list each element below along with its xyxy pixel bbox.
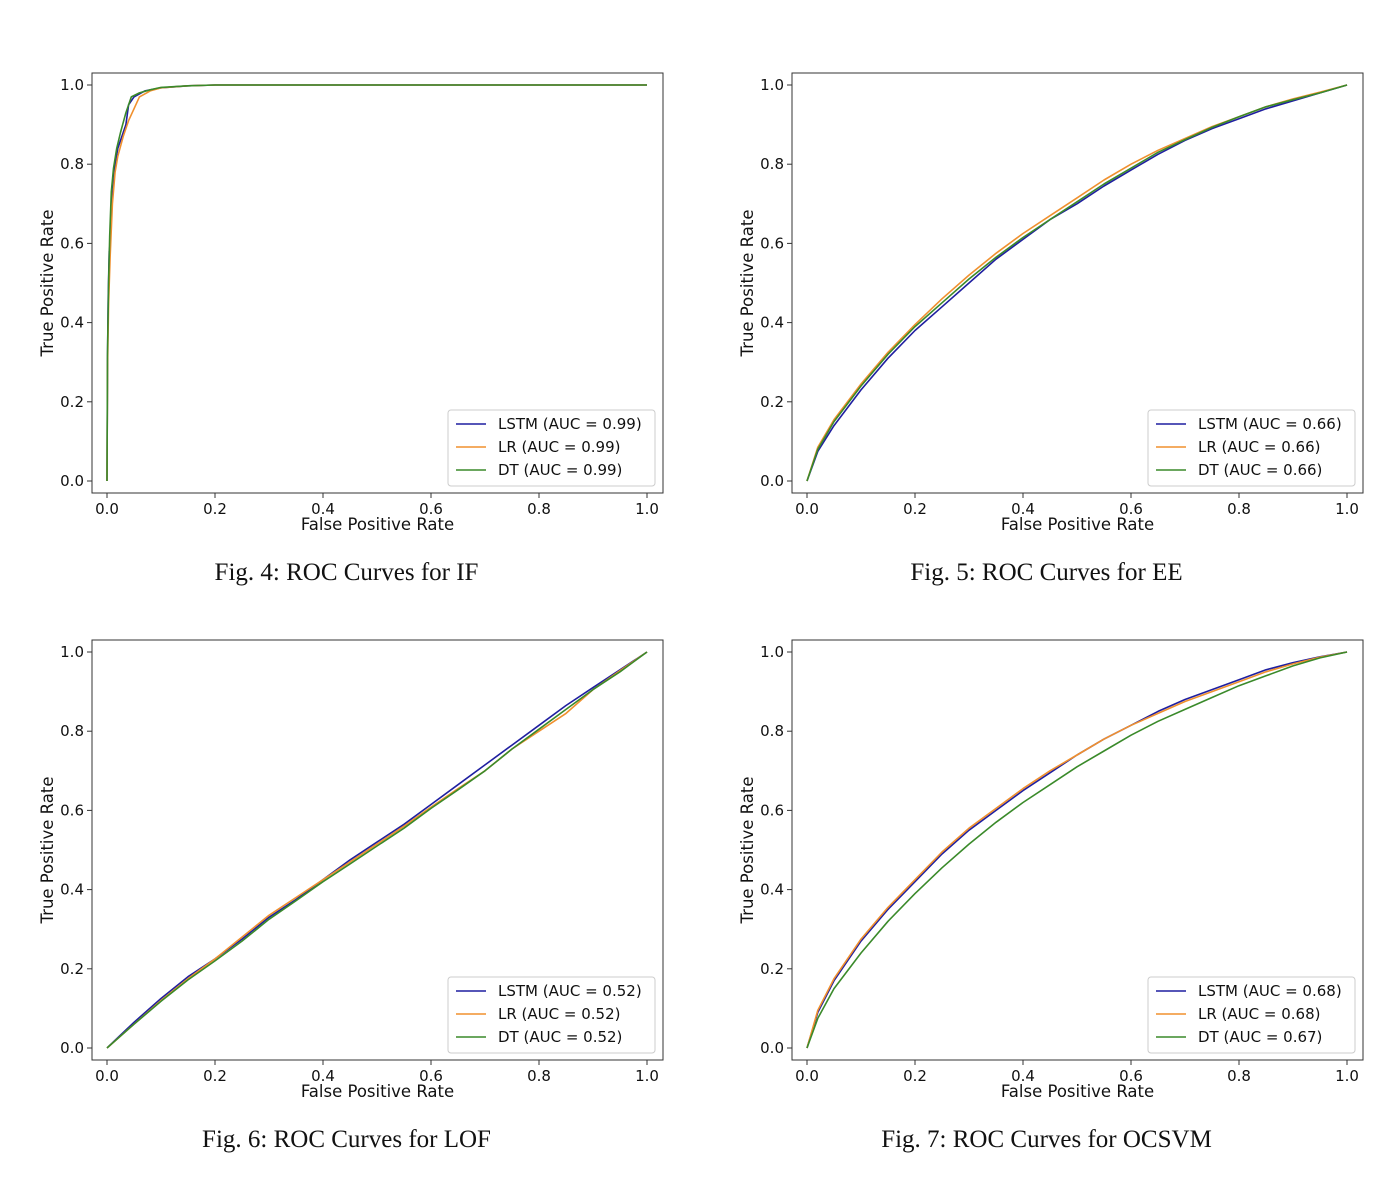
plot-frame bbox=[91, 72, 664, 494]
x-tick-label: 0.8 bbox=[527, 1067, 551, 1085]
y-tick-label: 0.6 bbox=[60, 234, 84, 252]
roc-curve-dt bbox=[106, 651, 648, 1049]
roc-curve-dt bbox=[106, 84, 647, 482]
y-axis-label: True Positive Rate bbox=[38, 210, 57, 358]
legend-box bbox=[1147, 409, 1356, 487]
x-tick-label: 0.8 bbox=[527, 500, 551, 518]
legend-label-lstm: LSTM (AUC = 0.99) bbox=[498, 415, 642, 433]
x-tick-label: 0.2 bbox=[903, 1067, 927, 1085]
y-tick-label: 0.8 bbox=[760, 722, 784, 740]
roc-curve-lr bbox=[806, 651, 1348, 1049]
y-tick-label: 0.2 bbox=[60, 393, 84, 411]
x-tick-label: 1.0 bbox=[1335, 500, 1359, 518]
legend-box bbox=[447, 409, 656, 487]
x-tick-label: 0.4 bbox=[311, 1067, 335, 1085]
y-tick-label: 0.2 bbox=[760, 393, 784, 411]
roc-chart-ee: 0.0 0.2 0.4 0.6 0.8 1.0 0.0 0.2 0.4 0.6 0.8 1.0 Fals… bbox=[738, 72, 1364, 534]
y-tick-label: 0.8 bbox=[60, 155, 84, 173]
x-tick-label: 0.0 bbox=[795, 500, 819, 518]
roc-chart-if: 0.0 0.2 0.4 0.6 0.8 1.0 0.0 0.2 0.4 0.6 0.8 1.0 Fals… bbox=[38, 72, 664, 534]
y-tick-label: 0.2 bbox=[60, 960, 84, 978]
y-axis-label: True Positive Rate bbox=[38, 777, 57, 925]
y-tick-label: 0.0 bbox=[760, 1039, 784, 1057]
x-axis-label: False Positive Rate bbox=[1001, 1082, 1154, 1101]
y-tick-label: 0.0 bbox=[760, 472, 784, 490]
chart-panel-lof: 0.0 0.2 0.4 0.6 0.8 1.0 0.0 0.2 0.4 0.6 0.8 1.0 Fals… bbox=[0, 567, 693, 1164]
y-axis-label: True Positive Rate bbox=[738, 210, 757, 358]
x-tick-label: 0.6 bbox=[419, 1067, 443, 1085]
roc-curve-dt bbox=[806, 651, 1348, 1049]
x-tick-label: 0.4 bbox=[311, 500, 335, 518]
x-tick-label: 0.8 bbox=[1227, 1067, 1251, 1085]
legend-label-lr: LR (AUC = 0.68) bbox=[1198, 1005, 1320, 1023]
plot-frame bbox=[91, 639, 664, 1061]
x-tick-label: 0.6 bbox=[419, 500, 443, 518]
x-tick-label: 0.6 bbox=[1119, 500, 1143, 518]
roc-curve-lstm bbox=[806, 84, 1348, 482]
legend-label-dt: DT (AUC = 0.52) bbox=[498, 1028, 622, 1046]
y-tick-label: 0.4 bbox=[60, 314, 84, 332]
x-tick-label: 0.0 bbox=[95, 1067, 119, 1085]
y-tick-label: 0.0 bbox=[60, 472, 84, 490]
roc-chart-lof: 0.0 0.2 0.4 0.6 0.8 1.0 0.0 0.2 0.4 0.6 0.8 1.0 Fals… bbox=[38, 639, 664, 1101]
x-tick-label: 0.0 bbox=[95, 500, 119, 518]
chart-panel-ee: 0.0 0.2 0.4 0.6 0.8 1.0 0.0 0.2 0.4 0.6 0.8 1.0 Fals… bbox=[700, 0, 1386, 597]
legend-label-dt: DT (AUC = 0.67) bbox=[1198, 1028, 1322, 1046]
x-tick-label: 1.0 bbox=[635, 500, 659, 518]
roc-curve-lstm bbox=[806, 651, 1348, 1049]
legend-label-lstm: LSTM (AUC = 0.66) bbox=[1198, 415, 1342, 433]
y-tick-label: 0.0 bbox=[60, 1039, 84, 1057]
x-axis-label: False Positive Rate bbox=[301, 1082, 454, 1101]
y-tick-label: 0.2 bbox=[760, 960, 784, 978]
y-tick-label: 0.6 bbox=[760, 234, 784, 252]
legend-label-lr: LR (AUC = 0.52) bbox=[498, 1005, 620, 1023]
x-tick-label: 0.0 bbox=[795, 1067, 819, 1085]
figure-caption-if: Fig. 4: ROC Curves for IF bbox=[214, 559, 479, 586]
legend-label-lstm: LSTM (AUC = 0.68) bbox=[1198, 982, 1342, 1000]
x-tick-label: 0.2 bbox=[203, 500, 227, 518]
chart-panel-ocsvm: 0.0 0.2 0.4 0.6 0.8 1.0 0.0 0.2 0.4 0.6 0.8 1.0 Fals… bbox=[700, 567, 1386, 1164]
y-axis-label: True Positive Rate bbox=[738, 777, 757, 925]
y-tick-label: 0.4 bbox=[60, 881, 84, 899]
y-tick-label: 1.0 bbox=[60, 643, 84, 661]
legend-box bbox=[1147, 976, 1356, 1054]
y-tick-label: 1.0 bbox=[60, 76, 84, 94]
legend-label-lstm: LSTM (AUC = 0.52) bbox=[498, 982, 642, 1000]
x-tick-label: 0.4 bbox=[1011, 500, 1035, 518]
plot-frame bbox=[791, 72, 1364, 494]
figure-caption-ocsvm: Fig. 7: ROC Curves for OCSVM bbox=[881, 1126, 1212, 1153]
x-axis-label: False Positive Rate bbox=[301, 515, 454, 534]
y-tick-label: 0.8 bbox=[60, 722, 84, 740]
legend-label-lr: LR (AUC = 0.99) bbox=[498, 438, 620, 456]
x-tick-label: 1.0 bbox=[1335, 1067, 1359, 1085]
roc-curve-lr bbox=[106, 651, 648, 1049]
y-tick-label: 1.0 bbox=[760, 643, 784, 661]
legend-label-dt: DT (AUC = 0.66) bbox=[1198, 461, 1322, 479]
x-tick-label: 1.0 bbox=[635, 1067, 659, 1085]
chart-panel-if: 0.0 0.2 0.4 0.6 0.8 1.0 0.0 0.2 0.4 0.6 0.8 1.0 Fals… bbox=[0, 0, 693, 597]
figure-caption-lof: Fig. 6: ROC Curves for LOF bbox=[202, 1126, 491, 1153]
x-axis-label: False Positive Rate bbox=[1001, 515, 1154, 534]
y-tick-label: 0.4 bbox=[760, 881, 784, 899]
y-tick-label: 0.8 bbox=[760, 155, 784, 173]
roc-curve-dt bbox=[806, 84, 1348, 482]
roc-chart-ocsvm: 0.0 0.2 0.4 0.6 0.8 1.0 0.0 0.2 0.4 0.6 0.8 1.0 Fals… bbox=[738, 639, 1364, 1101]
figure-caption-ee: Fig. 5: ROC Curves for EE bbox=[910, 559, 1183, 586]
legend-label-lr: LR (AUC = 0.66) bbox=[1198, 438, 1320, 456]
plot-frame bbox=[791, 639, 1364, 1061]
y-tick-label: 0.6 bbox=[760, 801, 784, 819]
y-tick-label: 0.4 bbox=[760, 314, 784, 332]
legend-label-dt: DT (AUC = 0.99) bbox=[498, 461, 622, 479]
x-tick-label: 0.8 bbox=[1227, 500, 1251, 518]
x-tick-label: 0.2 bbox=[203, 1067, 227, 1085]
roc-curve-lstm bbox=[106, 651, 648, 1049]
y-tick-label: 1.0 bbox=[760, 76, 784, 94]
x-tick-label: 0.2 bbox=[903, 500, 927, 518]
x-tick-label: 0.4 bbox=[1011, 1067, 1035, 1085]
y-tick-label: 0.6 bbox=[60, 801, 84, 819]
legend-box bbox=[447, 976, 656, 1054]
x-tick-label: 0.6 bbox=[1119, 1067, 1143, 1085]
